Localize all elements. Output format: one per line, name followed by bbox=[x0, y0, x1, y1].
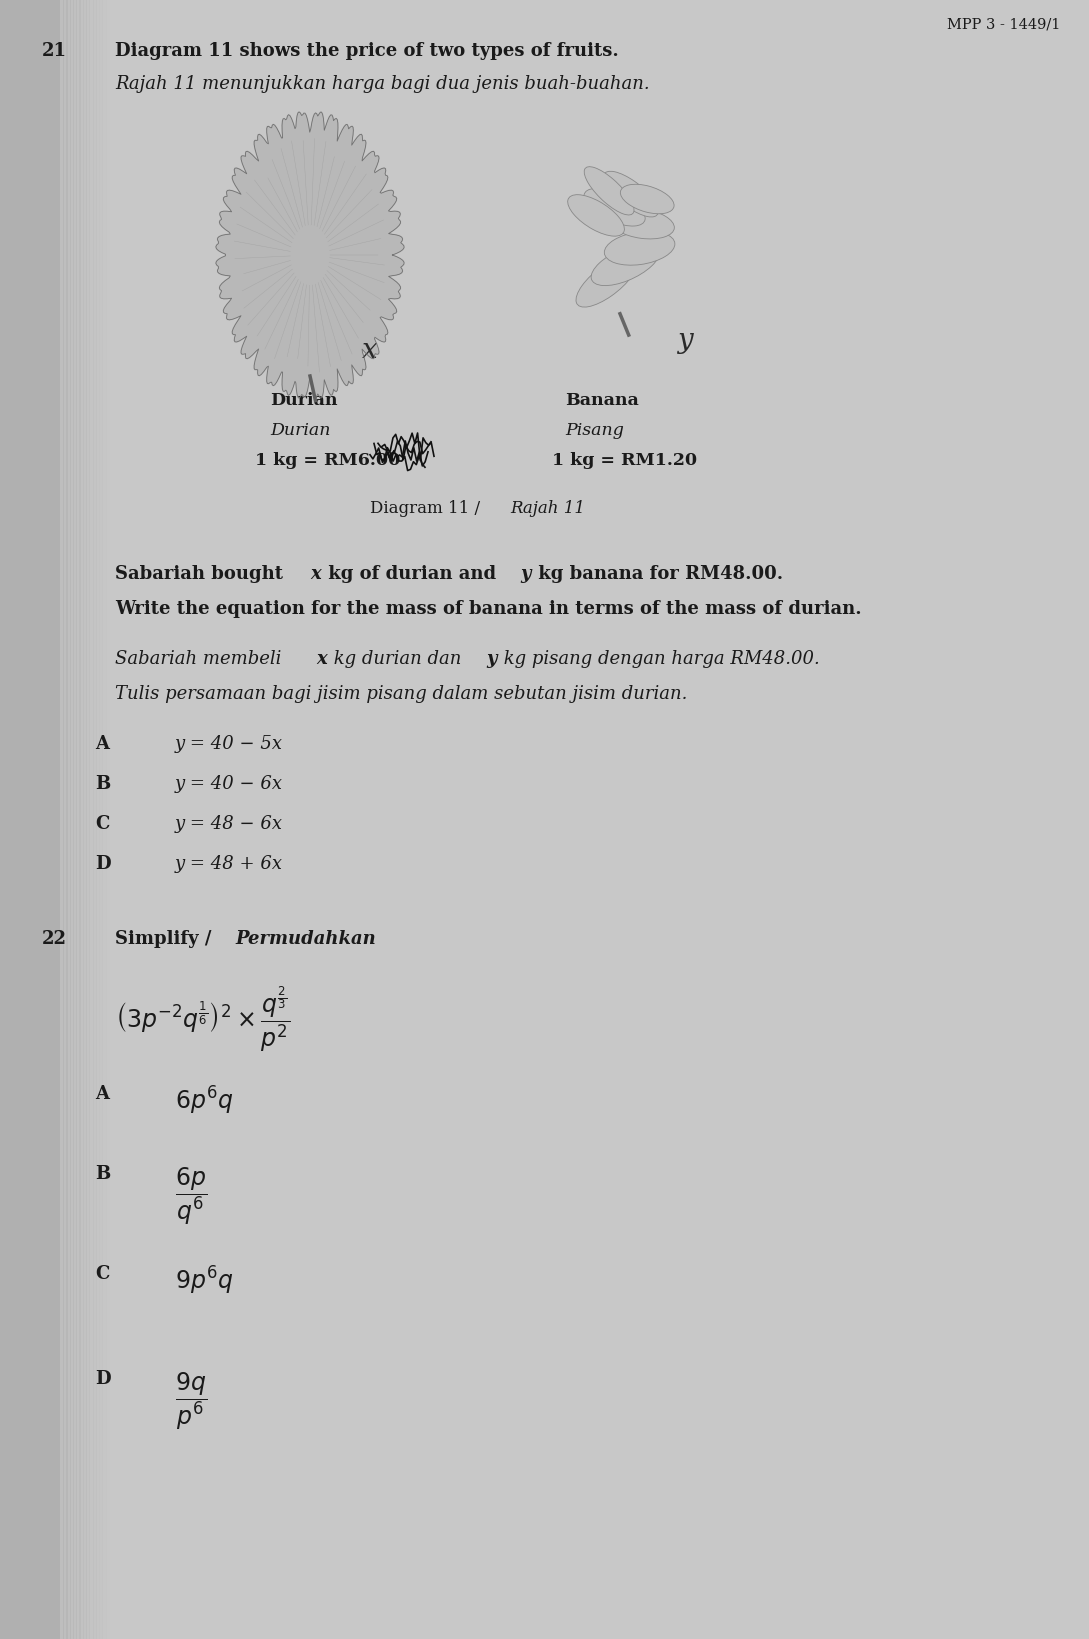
Text: Sabariah bought: Sabariah bought bbox=[115, 565, 290, 583]
FancyBboxPatch shape bbox=[89, 0, 94, 1639]
Text: C: C bbox=[95, 815, 109, 833]
Text: D: D bbox=[95, 856, 111, 874]
Text: Permudahkan: Permudahkan bbox=[235, 929, 376, 947]
Ellipse shape bbox=[591, 244, 660, 285]
Ellipse shape bbox=[603, 170, 659, 216]
Ellipse shape bbox=[567, 195, 624, 236]
Text: B: B bbox=[95, 1165, 110, 1183]
Text: D: D bbox=[95, 1370, 111, 1388]
Text: $\dfrac{9q}{p^6}$: $\dfrac{9q}{p^6}$ bbox=[175, 1370, 207, 1432]
Text: 22: 22 bbox=[42, 929, 68, 947]
FancyBboxPatch shape bbox=[86, 0, 90, 1639]
Text: Simplify /: Simplify / bbox=[115, 929, 218, 947]
Text: y = 40 − 6x: y = 40 − 6x bbox=[175, 775, 283, 793]
Text: 1 kg = RM1.20: 1 kg = RM1.20 bbox=[552, 452, 697, 469]
FancyBboxPatch shape bbox=[66, 0, 71, 1639]
Text: x: x bbox=[363, 336, 378, 364]
Text: A: A bbox=[95, 1085, 109, 1103]
Text: $6p^6q$: $6p^6q$ bbox=[175, 1085, 233, 1118]
Text: x: x bbox=[310, 565, 321, 583]
Ellipse shape bbox=[609, 208, 674, 239]
Text: y = 48 + 6x: y = 48 + 6x bbox=[175, 856, 283, 874]
Text: 21: 21 bbox=[42, 43, 68, 61]
Text: y = 48 − 6x: y = 48 − 6x bbox=[175, 815, 283, 833]
Text: Banana: Banana bbox=[565, 392, 639, 410]
Text: C: C bbox=[95, 1265, 109, 1283]
FancyBboxPatch shape bbox=[63, 0, 68, 1639]
Text: Write the equation for the mass of banana in terms of the mass of durian.: Write the equation for the mass of banan… bbox=[115, 600, 861, 618]
Text: Rajah 11 menunjukkan harga bagi dua jenis buah-buahan.: Rajah 11 menunjukkan harga bagi dua jeni… bbox=[115, 75, 650, 93]
Text: kg of durian and: kg of durian and bbox=[322, 565, 502, 583]
Text: y = 40 − 5x: y = 40 − 5x bbox=[175, 734, 283, 752]
FancyBboxPatch shape bbox=[0, 0, 60, 1639]
Text: Rajah 11: Rajah 11 bbox=[510, 500, 585, 516]
Text: kg banana for RM48.00.: kg banana for RM48.00. bbox=[533, 565, 783, 583]
Text: 1 kg = RM6.00: 1 kg = RM6.00 bbox=[255, 452, 401, 469]
Text: MPP 3 - 1449/1: MPP 3 - 1449/1 bbox=[946, 18, 1060, 33]
Ellipse shape bbox=[584, 167, 634, 215]
Text: y: y bbox=[677, 326, 693, 354]
Ellipse shape bbox=[576, 256, 638, 306]
FancyBboxPatch shape bbox=[79, 0, 84, 1639]
Text: kg durian dan: kg durian dan bbox=[328, 651, 467, 669]
Ellipse shape bbox=[604, 231, 675, 266]
FancyBboxPatch shape bbox=[60, 0, 64, 1639]
Text: Tulis persamaan bagi jisim pisang dalam sebutan jisim durian.: Tulis persamaan bagi jisim pisang dalam … bbox=[115, 685, 687, 703]
Text: Sabariah membeli: Sabariah membeli bbox=[115, 651, 287, 669]
Text: Diagram 11 /: Diagram 11 / bbox=[370, 500, 486, 516]
Polygon shape bbox=[216, 111, 404, 398]
Text: $9p^6q$: $9p^6q$ bbox=[175, 1265, 233, 1296]
Text: $\dfrac{6p}{q^6}$: $\dfrac{6p}{q^6}$ bbox=[175, 1165, 207, 1226]
Text: kg pisang dengan harga RM48.00.: kg pisang dengan harga RM48.00. bbox=[498, 651, 820, 669]
Ellipse shape bbox=[584, 188, 645, 226]
Text: y: y bbox=[486, 651, 497, 669]
Text: Durian: Durian bbox=[270, 421, 330, 439]
Text: Pisang: Pisang bbox=[565, 421, 624, 439]
Text: Durian: Durian bbox=[270, 392, 338, 410]
Text: y: y bbox=[521, 565, 530, 583]
FancyBboxPatch shape bbox=[73, 0, 77, 1639]
FancyBboxPatch shape bbox=[70, 0, 74, 1639]
Ellipse shape bbox=[621, 184, 674, 213]
Text: B: B bbox=[95, 775, 110, 793]
FancyBboxPatch shape bbox=[76, 0, 81, 1639]
Text: $\left(3p^{-2}q^{\frac{1}{6}}\right)^{2} \times \dfrac{q^{\frac{2}{3}}}{p^{2}}$: $\left(3p^{-2}q^{\frac{1}{6}}\right)^{2}… bbox=[115, 985, 290, 1056]
Text: A: A bbox=[95, 734, 109, 752]
Text: Diagram 11 shows the price of two types of fruits.: Diagram 11 shows the price of two types … bbox=[115, 43, 619, 61]
FancyBboxPatch shape bbox=[83, 0, 87, 1639]
FancyBboxPatch shape bbox=[93, 0, 97, 1639]
Text: x: x bbox=[316, 651, 327, 669]
